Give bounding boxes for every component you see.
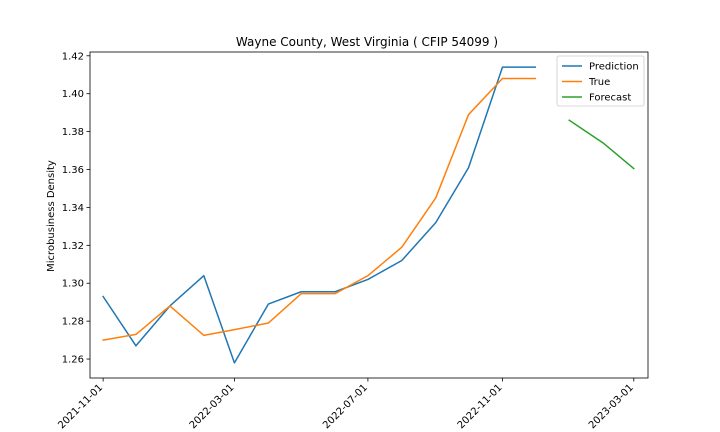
legend-label-prediction: Prediction bbox=[589, 62, 639, 73]
x-tick-label: 2022-07-01 bbox=[321, 382, 370, 431]
y-tick-label: 1.40 bbox=[62, 89, 84, 100]
y-tick-label: 1.42 bbox=[62, 51, 84, 62]
plot-area: 1.26 1.28 1.30 1.32 1.34 1.36 1.38 1.40 1.42 2021… bbox=[56, 51, 649, 431]
y-tick-label: 1.38 bbox=[62, 127, 84, 138]
legend-box bbox=[556, 55, 645, 107]
legend-label-true: True bbox=[588, 77, 610, 88]
y-tick-label: 1.34 bbox=[62, 203, 84, 214]
y-tick-label: 1.36 bbox=[62, 165, 84, 176]
series-line-prediction bbox=[102, 66, 537, 364]
x-tick-label: 2022-11-01 bbox=[456, 382, 505, 431]
y-tick-label: 1.28 bbox=[62, 317, 84, 328]
y-tick-label: 1.26 bbox=[62, 355, 84, 366]
series-line-forecast bbox=[568, 119, 635, 170]
axes-frame bbox=[89, 51, 649, 379]
x-tick-label: 2022-03-01 bbox=[188, 382, 237, 431]
y-tick-label: 1.30 bbox=[62, 279, 84, 290]
y-axis-label: Microbusiness Density bbox=[46, 160, 57, 272]
y-tick-label: 1.32 bbox=[62, 241, 84, 252]
chart-title: Wayne County, West Virginia ( CFIP 54099… bbox=[236, 35, 498, 49]
legend-label-forecast: Forecast bbox=[589, 93, 631, 104]
legend: Prediction True Forecast bbox=[556, 55, 645, 107]
x-tick-label: 2021-11-01 bbox=[56, 382, 105, 431]
series-line-true bbox=[102, 77, 537, 341]
x-tick-label: 2023-03-01 bbox=[587, 382, 636, 431]
